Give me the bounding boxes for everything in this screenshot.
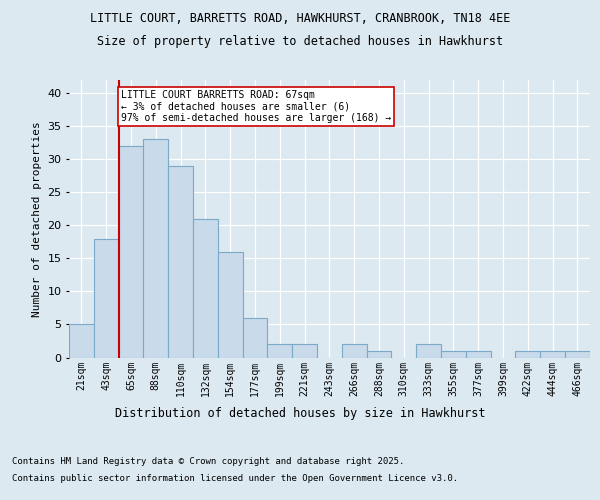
Y-axis label: Number of detached properties: Number of detached properties (32, 121, 41, 316)
Bar (515, 351, 540, 358)
Text: Contains public sector information licensed under the Open Government Licence v3: Contains public sector information licen… (12, 474, 458, 483)
Text: Distribution of detached houses by size in Hawkhurst: Distribution of detached houses by size … (115, 408, 485, 420)
Text: LITTLE COURT, BARRETTS ROAD, HAWKHURST, CRANBROOK, TN18 4EE: LITTLE COURT, BARRETTS ROAD, HAWKHURST, … (90, 12, 510, 26)
Bar (416, 344, 441, 358)
Bar (268, 344, 292, 358)
Bar (565, 351, 590, 358)
Bar (218, 252, 242, 358)
Bar (143, 140, 168, 358)
Bar (342, 344, 367, 358)
Bar (242, 318, 268, 358)
Bar (119, 146, 143, 358)
Bar (168, 166, 193, 358)
Text: Contains HM Land Registry data © Crown copyright and database right 2025.: Contains HM Land Registry data © Crown c… (12, 458, 404, 466)
Bar (540, 351, 565, 358)
Text: LITTLE COURT BARRETTS ROAD: 67sqm
← 3% of detached houses are smaller (6)
97% of: LITTLE COURT BARRETTS ROAD: 67sqm ← 3% o… (121, 90, 391, 123)
Text: Size of property relative to detached houses in Hawkhurst: Size of property relative to detached ho… (97, 35, 503, 48)
Bar (367, 351, 391, 358)
Bar (292, 344, 317, 358)
Bar (94, 238, 119, 358)
Bar (466, 351, 491, 358)
Bar (441, 351, 466, 358)
Bar (193, 219, 218, 358)
Bar (69, 324, 94, 358)
